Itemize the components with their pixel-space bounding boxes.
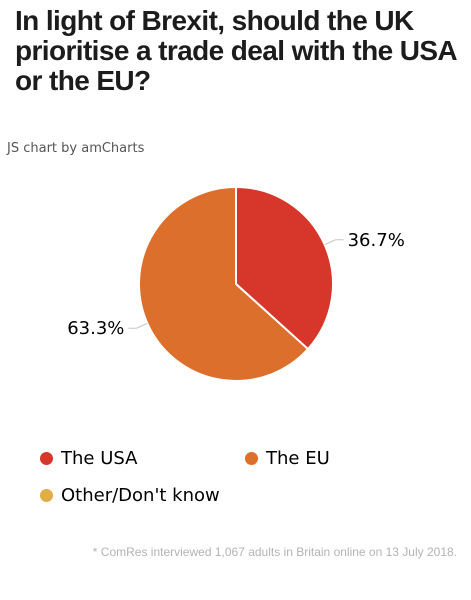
legend-item-the-usa[interactable]: The USA	[40, 448, 137, 469]
pie-label-the-usa: 36.7%	[348, 230, 405, 251]
pie-label-the-eu: 63.3%	[67, 318, 124, 339]
legend-label-the-usa: The USA	[61, 448, 138, 469]
legend-marker-other-dont-know	[40, 489, 53, 502]
legend-item-the-eu[interactable]: The EU	[245, 448, 330, 469]
footnote: * ComRes interviewed 1,067 adults in Bri…	[92, 545, 457, 559]
amcharts-credit-link[interactable]: JS chart by amCharts	[7, 141, 145, 156]
chart-title: In light of Brexit, should the UK priori…	[15, 5, 457, 96]
legend-marker-the-eu	[245, 452, 258, 465]
pie-slice-the-usa[interactable]	[235, 185, 334, 351]
legend-label-the-eu: The EU	[266, 448, 330, 469]
legend-label-other-dont-know: Other/Don't know	[61, 485, 220, 506]
legend-marker-the-usa	[40, 452, 53, 465]
pie-label-line-the-usa	[324, 239, 344, 246]
pie-label-line-the-eu	[128, 322, 148, 329]
legend-item-other-dont-know[interactable]: Other/Don't know	[40, 485, 220, 506]
